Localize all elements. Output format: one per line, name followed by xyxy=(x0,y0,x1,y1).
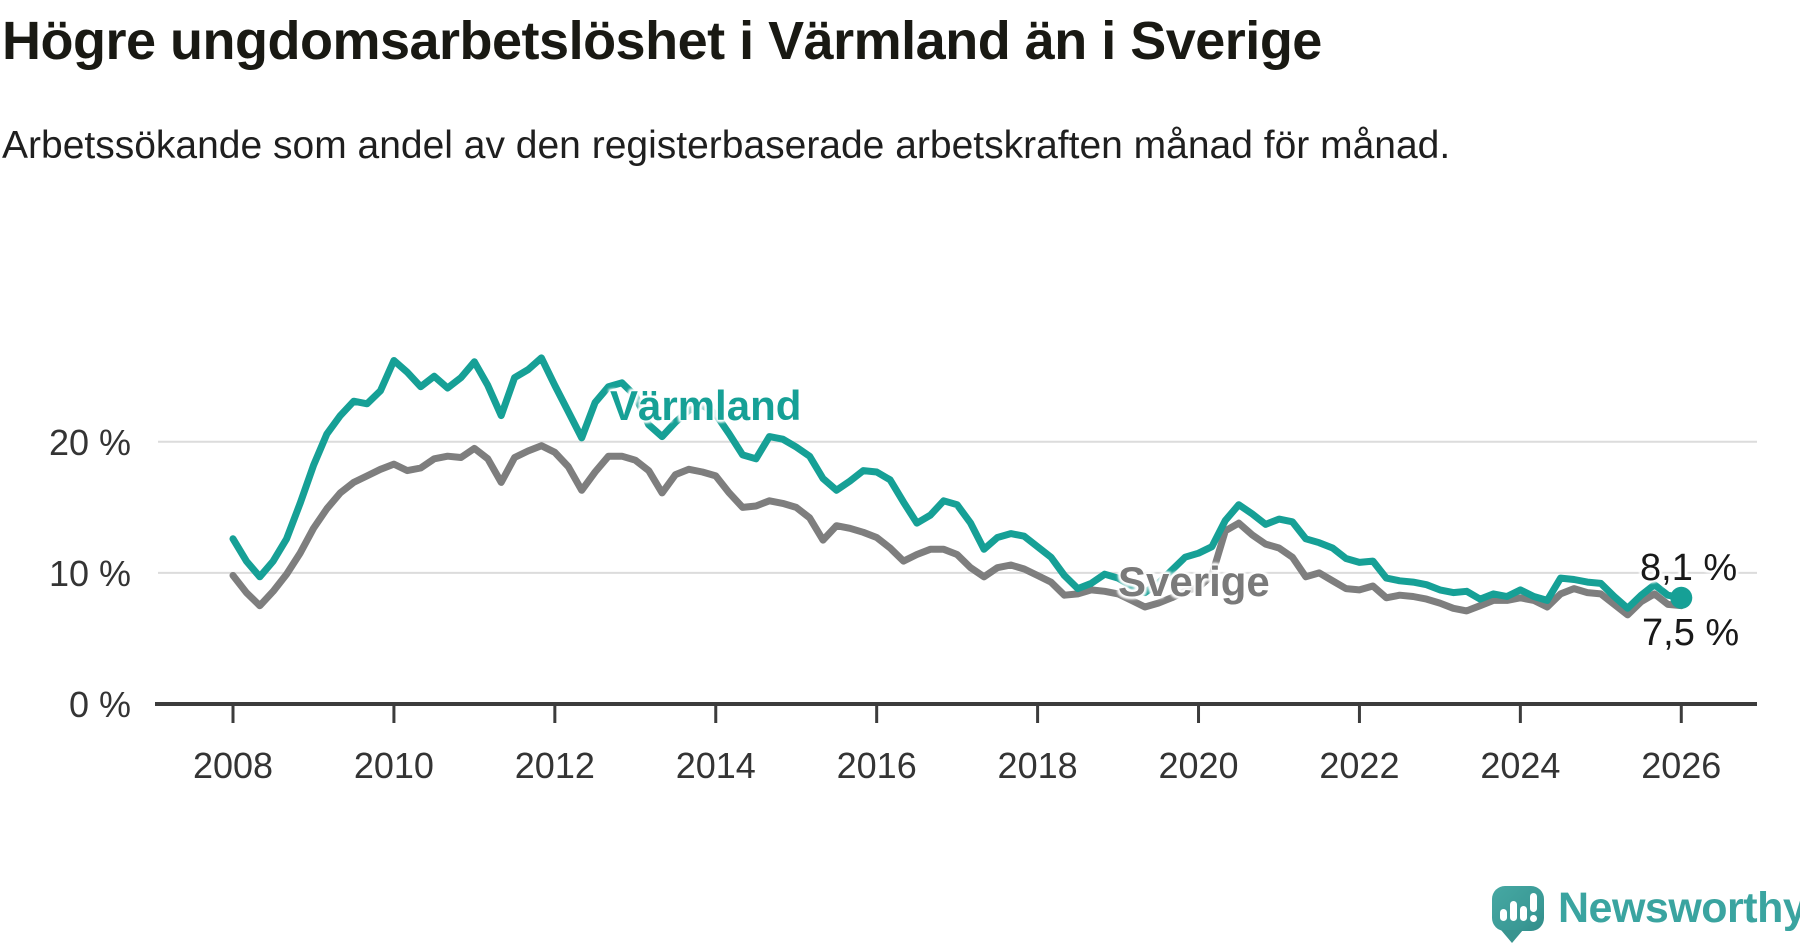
speech-bubble-tail xyxy=(1501,930,1523,943)
page-title: Högre ungdomsarbetslöshet i Värmland än … xyxy=(2,11,1322,71)
series-label-sverige: Sverige xyxy=(1118,558,1270,605)
page-subtitle: Arbetssökande som andel av den registerb… xyxy=(2,124,1451,167)
y-tick-label: 0 % xyxy=(69,684,131,725)
newsworthy-logo: Newsworthy xyxy=(1492,884,1800,943)
y-tick-label: 20 % xyxy=(49,422,131,463)
newsworthy-logo-icon xyxy=(1492,886,1544,943)
bar-chart-icon xyxy=(1500,909,1507,921)
x-tick-label: 2012 xyxy=(515,745,595,786)
x-tick-label: 2026 xyxy=(1641,745,1721,786)
x-tick-label: 2018 xyxy=(998,745,1078,786)
x-tick-label: 2014 xyxy=(676,745,756,786)
end-value-label-sverige: 7,5 % xyxy=(1642,612,1740,654)
end-point-marker xyxy=(1670,586,1693,609)
x-tick-label: 2020 xyxy=(1158,745,1238,786)
x-tick-label: 2024 xyxy=(1480,745,1560,786)
line-sverige xyxy=(229,442,1685,619)
line-värmland xyxy=(229,354,1685,612)
x-tick-label: 2010 xyxy=(354,745,434,786)
x-tick-label: 2016 xyxy=(837,745,917,786)
series-label-varmland: Värmland xyxy=(610,382,802,429)
exclamation-icon xyxy=(1530,893,1537,912)
x-tick-label: 2022 xyxy=(1319,745,1399,786)
newsworthy-logo-text: Newsworthy xyxy=(1558,884,1800,932)
x-tick-label: 2008 xyxy=(193,745,273,786)
end-value-label-varmland: 8,1 % xyxy=(1640,547,1738,589)
y-tick-label: 10 % xyxy=(49,553,131,594)
